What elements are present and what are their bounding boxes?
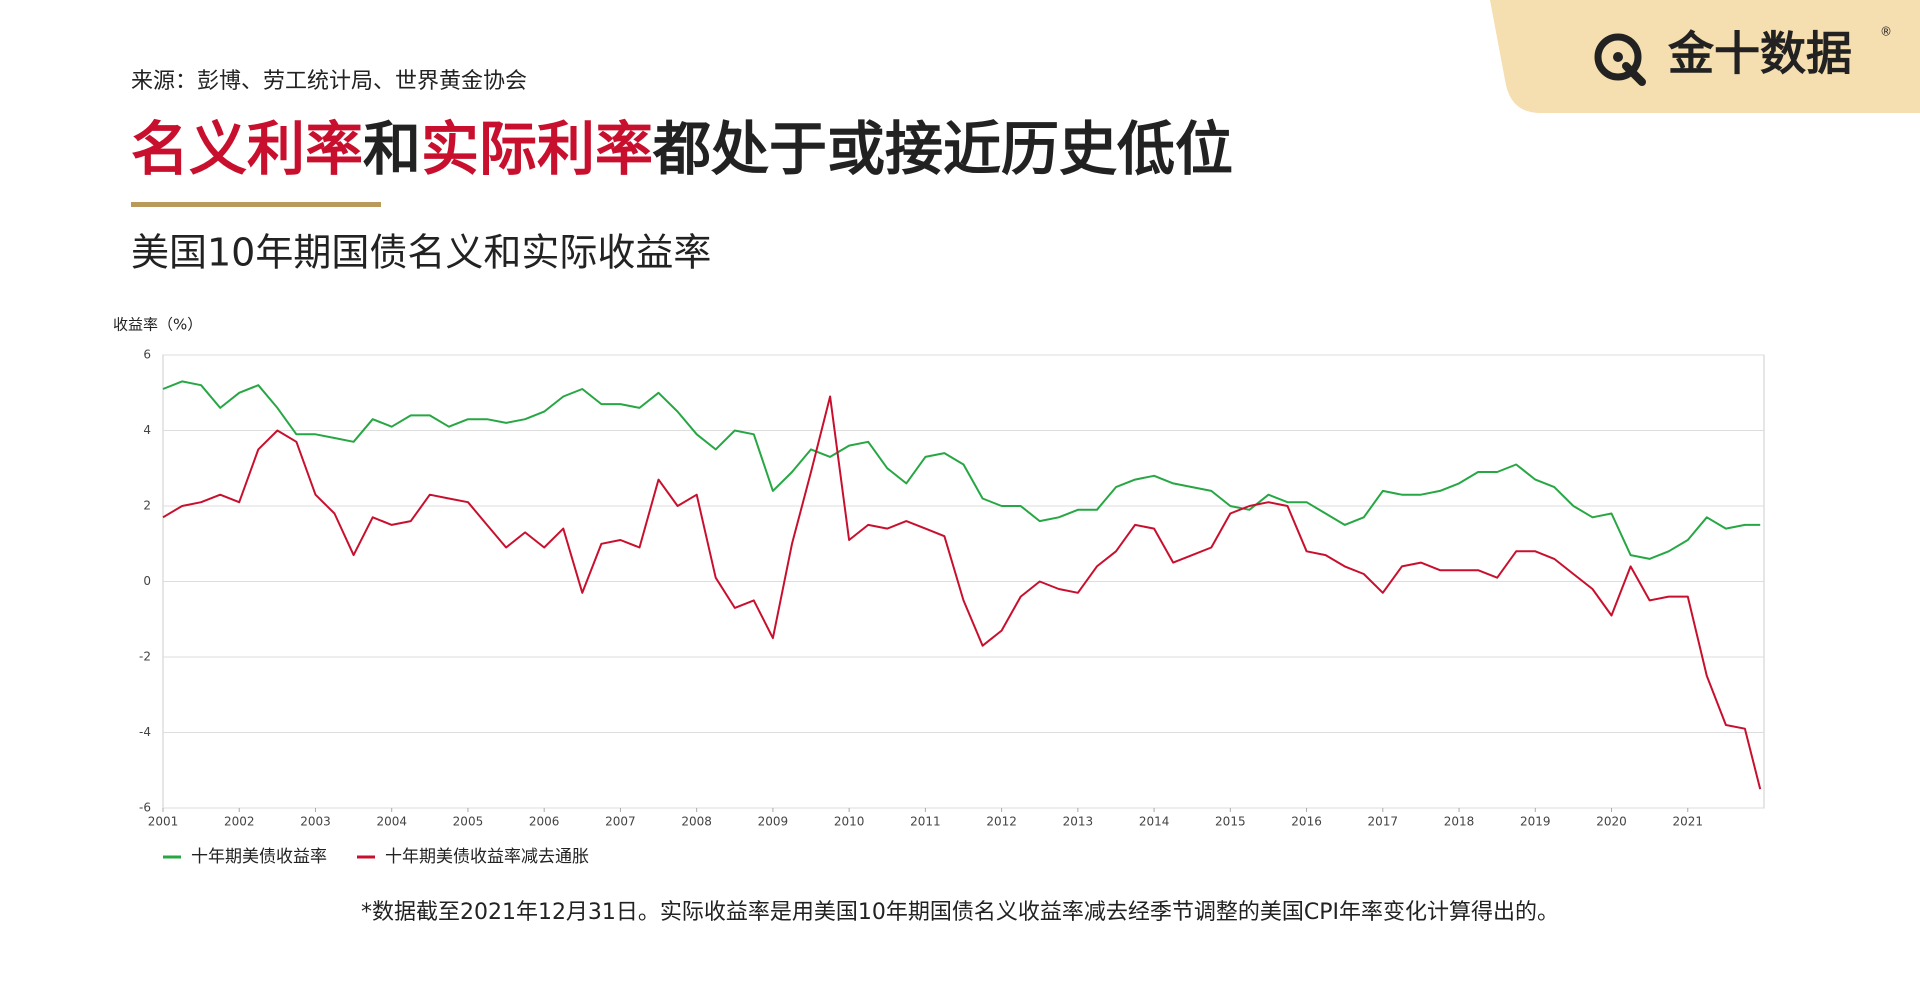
y-tick-label: 4 — [143, 423, 151, 437]
logo-badge — [1490, 0, 1920, 113]
title-underline — [131, 202, 381, 207]
x-tick-label: 2003 — [300, 815, 331, 829]
y-tick-label: -6 — [139, 801, 151, 815]
y-tick-label: -4 — [139, 725, 151, 739]
x-tick-label: 2012 — [986, 815, 1017, 829]
x-tick-label: 2009 — [758, 815, 789, 829]
x-tick-label: 2015 — [1215, 815, 1246, 829]
x-tick-label: 2020 — [1596, 815, 1627, 829]
source: 来源：彭博、劳工统计局、世界黄金协会 — [131, 69, 527, 94]
y-tick-label: -2 — [139, 650, 151, 664]
headline-part: 和 — [363, 115, 421, 183]
x-tick-label: 2006 — [529, 815, 560, 829]
headline: 名义利率和实际利率都处于或接近历史低位 — [131, 115, 1233, 183]
footnote: *数据截至2021年12月31日。实际收益率是用美国10年期国债名义收益率减去经… — [361, 900, 1559, 925]
x-tick-label: 2021 — [1672, 815, 1703, 829]
logo-mark: ® — [1880, 25, 1892, 39]
x-tick-label: 2019 — [1520, 815, 1551, 829]
headline-part: 实际利率 — [421, 115, 653, 183]
headline-part: 名义利率 — [131, 115, 363, 183]
x-tick-label: 2018 — [1444, 815, 1475, 829]
y-tick-label: 6 — [143, 348, 151, 362]
chart-title: 美国10年期国债名义和实际收益率 — [131, 231, 711, 275]
x-tick-label: 2017 — [1368, 815, 1399, 829]
legend-label: 十年期美债收益率 — [191, 847, 327, 867]
x-tick-label: 2011 — [910, 815, 941, 829]
series-line — [162, 380, 1761, 560]
x-tick-label: 2002 — [224, 815, 255, 829]
y-axis-label: 收益率（%） — [113, 316, 202, 334]
x-tick-label: 2016 — [1291, 815, 1322, 829]
logo-text: 金十数据 — [1667, 27, 1852, 81]
headline-part: 都处于或接近历史低位 — [652, 115, 1233, 183]
x-tick-label: 2008 — [681, 815, 712, 829]
x-tick-label: 2005 — [453, 815, 484, 829]
x-tick-label: 2013 — [1063, 815, 1094, 829]
y-tick-label: 2 — [143, 499, 151, 513]
x-tick-label: 2001 — [148, 815, 179, 829]
x-tick-label: 2007 — [605, 815, 636, 829]
x-tick-label: 2010 — [834, 815, 865, 829]
series-line — [162, 395, 1762, 790]
logo-icon — [1594, 33, 1646, 86]
y-tick-label: 0 — [143, 574, 151, 588]
x-tick-label: 2004 — [376, 815, 407, 829]
x-tick-label: 2014 — [1139, 815, 1170, 829]
legend-label: 十年期美债收益率减去通胀 — [385, 847, 589, 867]
